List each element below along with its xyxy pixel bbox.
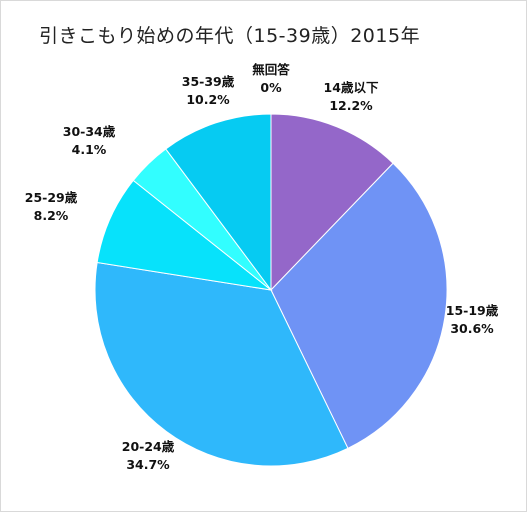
slice-value-label-4: 4.1%	[72, 142, 107, 157]
pie-slice-1	[270, 162, 448, 449]
slice-label-0: 14歳以下	[324, 80, 379, 95]
slice-value-label-2: 34.7%	[126, 457, 170, 472]
pie-slice-3	[96, 179, 273, 291]
slice-value-label-6: 0%	[260, 80, 282, 95]
slice-value-label-1: 30.6%	[450, 321, 494, 336]
pie-slice-5	[165, 113, 272, 292]
slice-value-label-0: 12.2%	[329, 98, 373, 113]
slice-value-label-5: 10.2%	[186, 92, 230, 107]
pie-slice-0	[270, 113, 394, 292]
slice-label-6: 無回答	[252, 62, 290, 77]
slice-label-1: 15-19歳	[446, 303, 499, 318]
slice-value-label-3: 8.2%	[34, 208, 69, 223]
slice-label-5: 35-39歳	[182, 74, 235, 89]
chart-title: 引きこもり始めの年代（15-39歳）2015年	[39, 25, 421, 47]
pie-slice-2	[94, 261, 349, 467]
slice-label-2: 20-24歳	[122, 439, 175, 454]
slice-label-3: 25-29歳	[25, 190, 78, 205]
slice-label-4: 30-34歳	[63, 124, 116, 139]
